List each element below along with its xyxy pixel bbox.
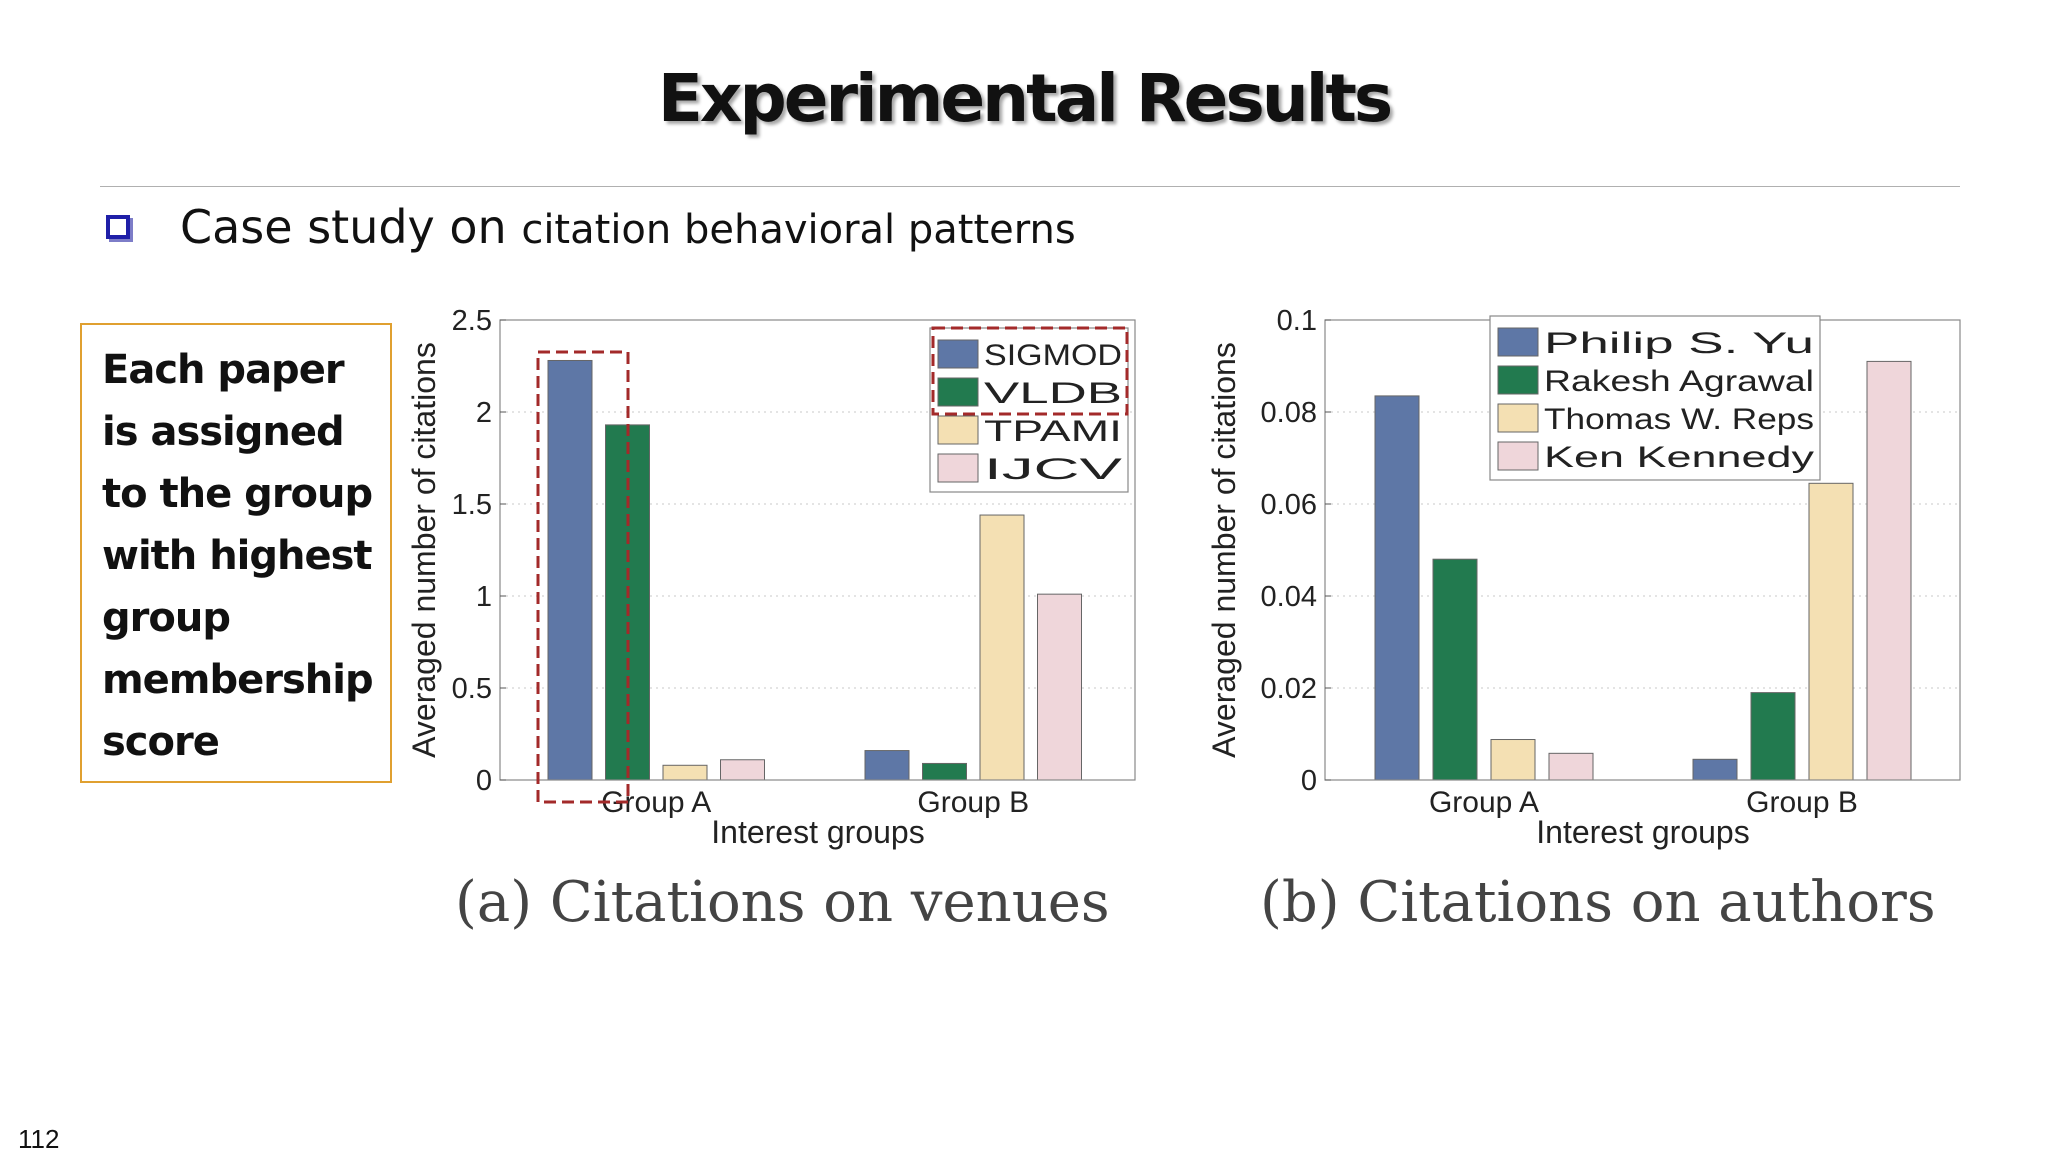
y-tick-label: 0.04: [1261, 581, 1317, 613]
y-tick-label: 1: [476, 581, 492, 613]
legend-label: Rakesh Agrawal: [1544, 365, 1814, 398]
bar-thomas-w-reps-group-b: [1808, 482, 1854, 781]
y-tick-label: 0.1: [1277, 305, 1317, 337]
y-tick-label: 2: [476, 397, 492, 429]
y-tick-label: 1.5: [452, 489, 492, 521]
bar-tpami-group-a: [662, 764, 708, 781]
note-line: to the group: [102, 471, 373, 517]
legend-swatch: [1497, 365, 1539, 395]
note-line: membership: [102, 657, 374, 703]
note-line: group: [102, 595, 231, 641]
y-axis-label: Averaged number of citations: [1206, 342, 1242, 758]
x-tick-label: Group B: [1746, 786, 1858, 819]
bullet-square-icon: [106, 215, 130, 239]
y-tick-label: 0.02: [1261, 673, 1317, 705]
highlight-box-group-a: [536, 350, 630, 804]
legend-label: IJCV: [984, 453, 1122, 486]
bar-philip-s-yu-group-b: [1692, 758, 1738, 781]
legend-swatch: [1497, 403, 1539, 433]
legend-swatch: [937, 339, 979, 369]
bar-ijcv-group-b: [1037, 593, 1082, 781]
chart-caption-venues: (a) Citations on venues: [455, 870, 1110, 935]
page-number: 112: [18, 1124, 60, 1154]
note-line: is assigned: [102, 409, 345, 455]
y-tick-label: 0: [476, 765, 492, 797]
bar-ijcv-group-a: [720, 759, 765, 781]
bullet-text: Case study on citation behavioral patter…: [180, 200, 1076, 254]
x-axis-label: Interest groups: [711, 814, 924, 850]
slide-title: Experimental Results: [657, 60, 1393, 137]
bar-thomas-w-reps-group-a: [1490, 739, 1536, 781]
legend-label: Ken Kennedy: [1544, 441, 1814, 474]
title-divider: [100, 186, 1960, 187]
note-line: Each paper: [102, 347, 345, 393]
bar-rakesh-agrawal-group-a: [1432, 558, 1478, 781]
bar-rakesh-agrawal-group-b: [1750, 692, 1796, 781]
legend-label: Philip S. Yu: [1544, 327, 1814, 360]
y-tick-label: 0.5: [452, 673, 492, 705]
x-tick-label: Group B: [917, 786, 1029, 819]
bar-sigmod-group-a: [547, 359, 593, 781]
legend-label: Thomas W. Reps: [1544, 403, 1814, 436]
note-line: with highest: [102, 533, 373, 579]
y-tick-label: 0: [1301, 765, 1317, 797]
legend-label: VLDB: [984, 377, 1122, 410]
bullet-main-text: Case study on: [180, 200, 522, 254]
legend-swatch: [1497, 441, 1539, 471]
legend-label: SIGMOD: [984, 339, 1122, 372]
legend-swatch: [1497, 327, 1539, 357]
note-line: score: [102, 719, 220, 765]
y-tick-label: 0.08: [1261, 397, 1317, 429]
bullet-small-text: citation behavioral patterns: [521, 207, 1076, 253]
legend-swatch: [937, 415, 979, 445]
bar-philip-s-yu-group-a: [1374, 395, 1420, 781]
x-tick-label: Group A: [1429, 786, 1539, 819]
legend-label: TPAMI: [984, 415, 1122, 448]
legend-swatch: [937, 377, 979, 407]
highlight-box-legend: [931, 326, 1129, 416]
bar-ken-kennedy-group-a: [1548, 752, 1594, 781]
y-axis-label: Averaged number of citations: [406, 342, 442, 758]
legend-swatch: [937, 453, 979, 483]
y-tick-label: 0.06: [1261, 489, 1317, 521]
note-box: Each paper is assigned to the group with…: [80, 323, 392, 783]
plot-frame: [499, 319, 1136, 781]
bar-sigmod-group-b: [864, 750, 910, 781]
chart-caption-authors: (b) Citations on authors: [1260, 870, 1936, 935]
chart-authors: 0 0.02 0.04 0.06 0.08 0.1 Group A Group BIntere…: [1206, 305, 1961, 850]
x-axis-label: Interest groups: [1536, 814, 1749, 850]
y-tick-label: 2.5: [452, 305, 492, 337]
legend-box: [1489, 315, 1821, 481]
bar-vldb-group-b: [922, 762, 967, 781]
bar-tpami-group-b: [979, 514, 1025, 781]
bar-ken-kennedy-group-b: [1866, 360, 1912, 781]
